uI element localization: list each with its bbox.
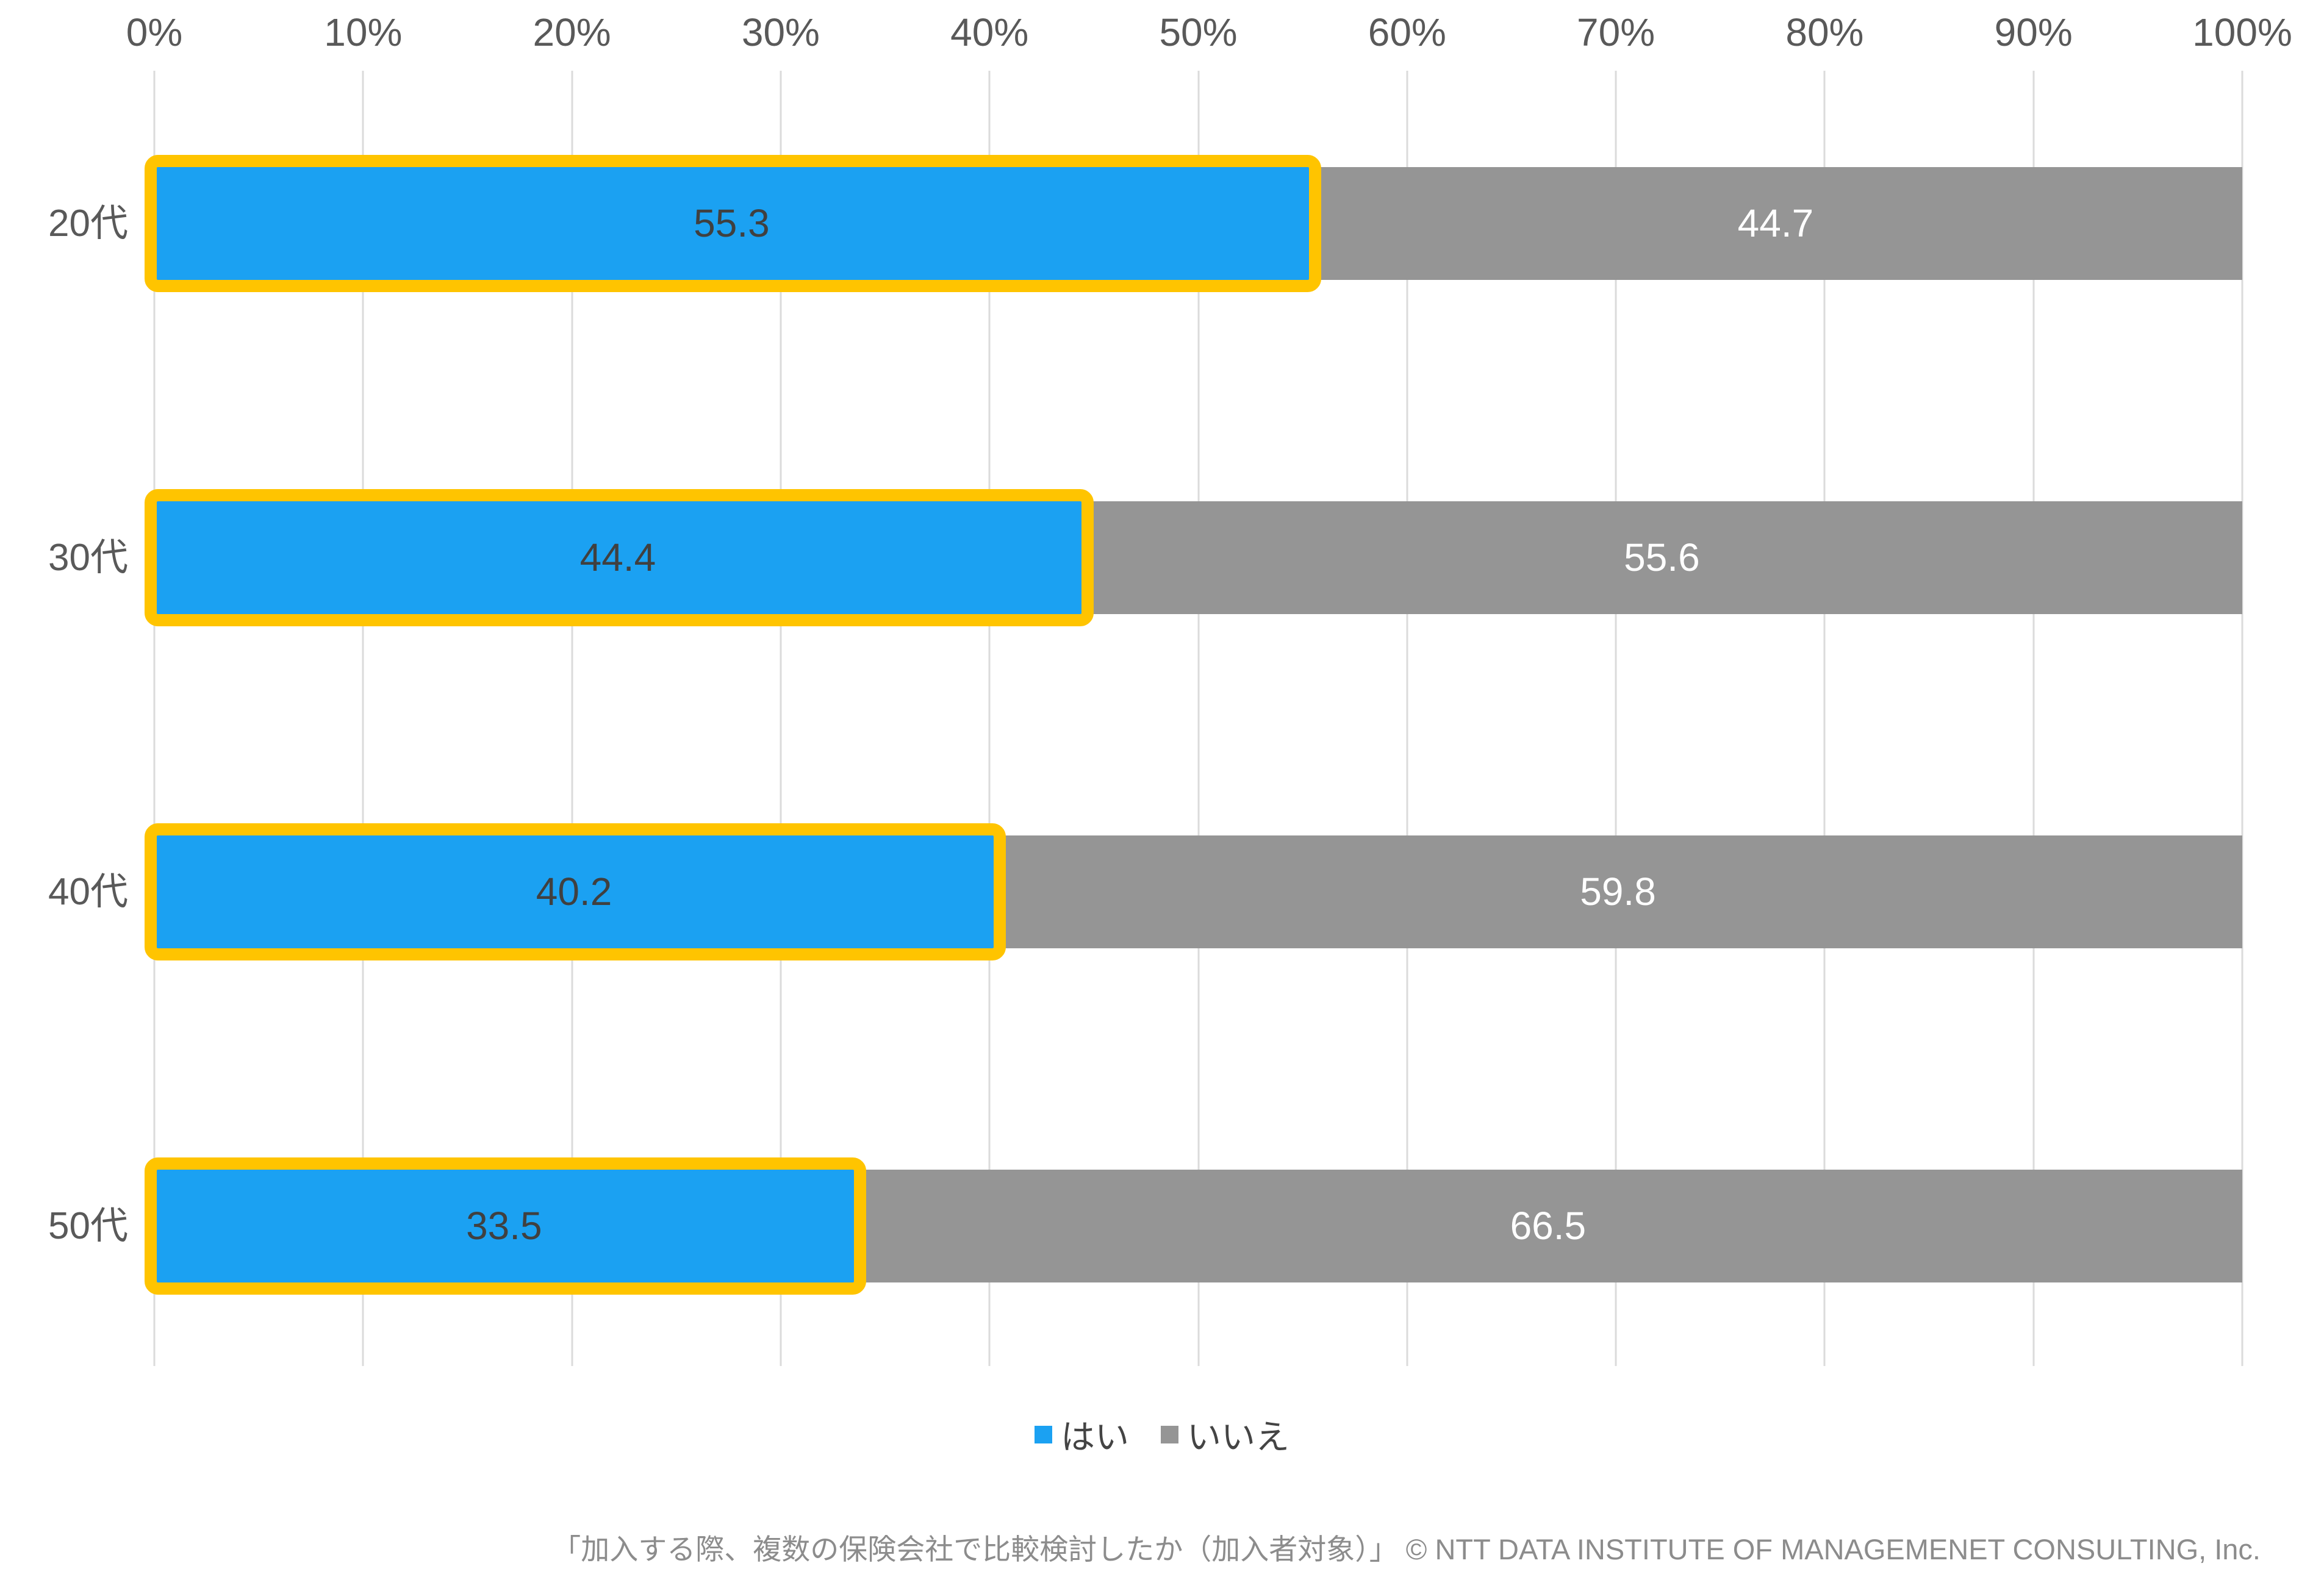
bar-no-value: 44.7	[1737, 201, 1814, 245]
x-tick-label: 50%	[1159, 10, 1238, 54]
x-tick-label: 40%	[950, 10, 1029, 54]
legend-label-no: いいえ	[1187, 1417, 1289, 1456]
category-label: 30代	[48, 537, 128, 579]
x-tick-label: 80%	[1785, 10, 1864, 54]
gridline	[362, 71, 364, 1366]
x-tick-label: 10%	[324, 10, 403, 54]
x-tick-label: 60%	[1368, 10, 1446, 54]
legend-swatch-yes	[1035, 1425, 1052, 1443]
category-label: 50代	[48, 1205, 128, 1247]
legend-item-no: いいえ	[1161, 1410, 1289, 1459]
gridline	[2032, 71, 2035, 1366]
x-tick-label: 20%	[533, 10, 611, 54]
bar-yes-value: 44.4	[579, 535, 656, 579]
bar-yes-value: 40.2	[536, 870, 612, 914]
bar-yes-segment	[145, 1157, 866, 1295]
x-tick-label: 100%	[2192, 10, 2292, 54]
legend-item-yes: はい	[1035, 1410, 1129, 1459]
bar-yes-value: 55.3	[694, 201, 770, 245]
gridline	[988, 71, 991, 1366]
gridline	[1197, 71, 1199, 1366]
chart-caption: 「加入する際、複数の保険会社で比較検討したか（加入者対象）」 © NTT DAT…	[552, 1533, 2261, 1565]
gridline	[571, 71, 573, 1366]
gridline	[1823, 71, 1826, 1366]
x-tick-label: 70%	[1577, 10, 1655, 54]
legend-label-yes: はい	[1061, 1417, 1129, 1456]
legend: はい いいえ	[0, 1410, 2324, 1459]
bar-no-value: 55.6	[1624, 535, 1700, 579]
gridline	[153, 71, 156, 1366]
gridline	[780, 71, 782, 1366]
bar-no-value: 59.8	[1580, 870, 1656, 914]
category-label: 40代	[48, 871, 128, 913]
x-tick-label: 0%	[126, 10, 183, 54]
bar-no-value: 66.5	[1510, 1204, 1587, 1248]
bar-yes-segment	[145, 489, 1094, 626]
gridline	[1615, 71, 1617, 1366]
x-tick-label: 30%	[741, 10, 820, 54]
bar-yes-segment	[145, 823, 1006, 960]
gridline	[1406, 71, 1408, 1366]
category-label: 20代	[48, 202, 128, 245]
gridline	[2241, 71, 2243, 1366]
bar-yes-segment	[145, 155, 1321, 292]
bar-yes-value: 33.5	[466, 1204, 542, 1248]
legend-swatch-no	[1161, 1425, 1178, 1443]
x-tick-label: 90%	[1994, 10, 2073, 54]
